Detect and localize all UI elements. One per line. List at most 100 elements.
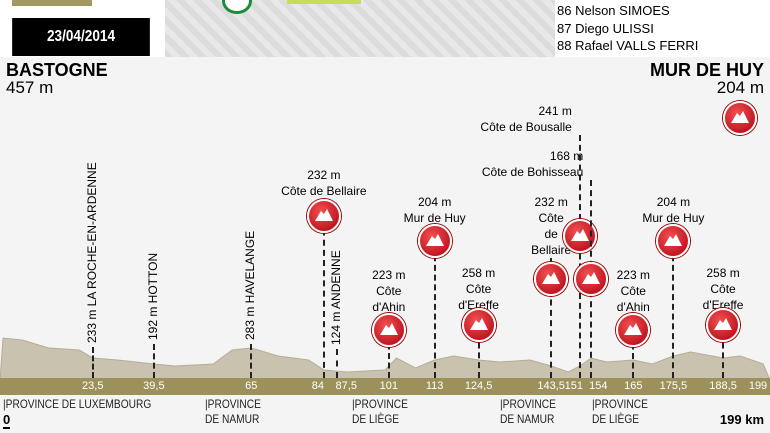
terrain-area bbox=[0, 337, 770, 380]
town-label: 283 m HAVELANGE bbox=[243, 230, 258, 340]
km-marker: 175,5 bbox=[659, 380, 688, 392]
province-line: DE NAMUR bbox=[205, 412, 260, 426]
climb-label-line: d'Ereffe bbox=[458, 298, 499, 312]
finish-climb-marker bbox=[723, 101, 757, 135]
climb-marker bbox=[306, 199, 341, 233]
province-line: DE NAMUR bbox=[500, 412, 555, 426]
climb-label-line: d'Ahin bbox=[616, 300, 650, 314]
finish-city: MUR DE HUY bbox=[649, 60, 764, 80]
km-marker: 165 bbox=[624, 380, 643, 392]
province-line: |PROVINCE bbox=[352, 397, 408, 411]
km-marker: 124,5 bbox=[464, 380, 493, 392]
climb-label-line: 258 m bbox=[706, 266, 740, 280]
province-line: |PROVINCE bbox=[500, 397, 556, 411]
mountain-icon bbox=[664, 234, 683, 246]
province-label: |PROVINCE DE LIÈGE bbox=[592, 397, 648, 427]
climb-label-line: Côte bbox=[376, 284, 402, 298]
km-marker: 23,5 bbox=[82, 380, 104, 392]
climb-label-line: 223 m bbox=[372, 268, 406, 282]
climb-marker bbox=[371, 313, 406, 347]
climb-label: 204 m Mur de Huy bbox=[642, 194, 704, 226]
climb-label-line: Côte bbox=[465, 282, 492, 296]
climb-label-line: d'Ahin bbox=[372, 300, 406, 314]
rider-list: 86 Nelson SIMOES 87 Diego ULISSI 88 Rafa… bbox=[557, 2, 698, 55]
climb-dashed-line bbox=[477, 313, 480, 378]
climb-marker bbox=[616, 313, 651, 347]
climb-label-line: 258 m bbox=[461, 266, 496, 280]
km-marker: 143,5 bbox=[537, 380, 565, 392]
climb-marker bbox=[417, 224, 452, 258]
rider: 86 Nelson SIMOES bbox=[557, 3, 670, 18]
town-dashed-line bbox=[91, 347, 94, 378]
climb-label-line: Bellaire bbox=[531, 243, 572, 257]
climb-label-line: 168 m bbox=[549, 149, 584, 163]
climb-dashed-line bbox=[433, 226, 436, 378]
province-label: |PROVINCE DE LIÈGE bbox=[352, 397, 408, 427]
climb-label: 258 m Côte d'Ereffe bbox=[703, 265, 744, 313]
elevation-profile bbox=[0, 337, 770, 380]
climb-label: 223 m Côte d'Ahin bbox=[372, 267, 405, 315]
climb-marker bbox=[574, 262, 609, 296]
km-marker: 84 bbox=[311, 380, 324, 392]
climb-dashed-line bbox=[578, 135, 581, 378]
mountain-icon bbox=[379, 323, 398, 335]
town-label: 124 m ANDENNE bbox=[329, 250, 344, 345]
start-altitude: 457 m bbox=[6, 78, 54, 97]
climb-dashed-line bbox=[672, 226, 675, 378]
climb-dashed-line bbox=[722, 313, 725, 378]
header-texture bbox=[165, 0, 555, 57]
race-date: 23/04/2014 bbox=[12, 18, 150, 56]
town-dashed-line bbox=[250, 344, 253, 378]
climb-label-line: d'Ereffe bbox=[702, 298, 744, 312]
climb-label-line: Côte bbox=[620, 284, 646, 298]
climb-label-line: 204 m bbox=[656, 195, 691, 209]
province-line: |PROVINCE bbox=[592, 397, 648, 411]
town-dashed-line bbox=[152, 344, 155, 378]
mountain-icon bbox=[469, 318, 488, 330]
province-label: |PROVINCE DE NAMUR bbox=[205, 397, 261, 427]
province-line: DE LIÈGE bbox=[592, 412, 640, 426]
climb-dashed-line bbox=[322, 199, 325, 378]
climb-label: 232 m Côte de Bellaire bbox=[281, 167, 366, 199]
climb-label-line: Mur de Huy bbox=[403, 211, 466, 225]
climb-label-line: Côte bbox=[710, 282, 736, 296]
mountain-icon bbox=[731, 111, 749, 123]
mountain-icon bbox=[582, 272, 601, 284]
climb-label: 241 m Côte de Bousalle bbox=[480, 103, 571, 135]
mountain-icon bbox=[714, 318, 733, 330]
province-line: |PROVINCE bbox=[205, 397, 261, 411]
climb-label-line: Côte bbox=[538, 211, 564, 225]
rider: 88 Rafael VALLS FERRI bbox=[557, 38, 699, 53]
climb-label: 223 m Côte d'Ahin bbox=[617, 267, 650, 315]
climb-label: 258 m Côte d'Ereffe bbox=[458, 265, 499, 313]
climb-marker bbox=[534, 262, 569, 296]
rider: 87 Diego ULISSI bbox=[557, 20, 654, 36]
climb-label-line: 232 m bbox=[307, 168, 341, 182]
town-dashed-line bbox=[336, 349, 339, 378]
climb-label-line: 241 m bbox=[538, 104, 572, 118]
province-label: |PROVINCE DE NAMUR bbox=[500, 397, 556, 427]
province-line: |PROVINCE DE LUXEMBOURG bbox=[3, 397, 152, 411]
km-band bbox=[0, 378, 770, 395]
climb-marker bbox=[461, 308, 496, 342]
mountain-icon bbox=[314, 209, 333, 221]
climb-marker bbox=[706, 308, 741, 342]
town-label: 192 m HOTTON bbox=[145, 252, 160, 340]
climb-label: 232 m Côte de Bellaire bbox=[531, 194, 571, 258]
mountain-icon bbox=[570, 229, 589, 241]
climb-label-line: Mur de Huy bbox=[642, 211, 705, 225]
km-marker: 154 bbox=[589, 380, 608, 392]
climb-label-line: 232 m bbox=[534, 195, 568, 209]
climb-label: 168 m Côte de Bohisseau bbox=[482, 148, 583, 180]
km-marker: 199 bbox=[748, 380, 768, 392]
finish-altitude: 204 m bbox=[716, 78, 764, 97]
km-marker: 65 bbox=[245, 380, 258, 392]
km-marker: 87,5 bbox=[335, 380, 357, 392]
km-marker: 101 bbox=[379, 380, 398, 392]
climb-label-line: de bbox=[544, 227, 558, 241]
climb-label-line: Côte de Bellaire bbox=[281, 184, 367, 198]
climb-label: 204 m Mur de Huy bbox=[404, 194, 466, 226]
start-city: BASTOGNE bbox=[6, 60, 108, 80]
climb-dashed-line bbox=[550, 258, 553, 378]
mountain-icon bbox=[425, 234, 444, 246]
